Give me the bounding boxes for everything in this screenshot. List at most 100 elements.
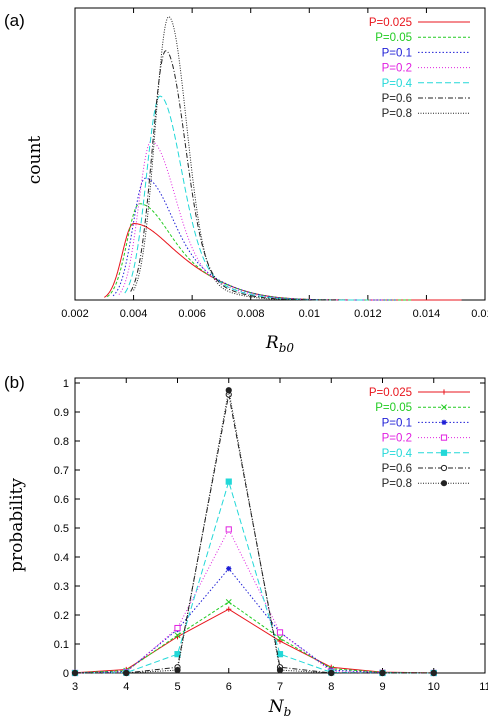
panel-b-data-point [174, 651, 181, 658]
panel-a-legend-label: P=0.8 [382, 108, 412, 120]
panel-b-series-line [74, 479, 434, 674]
panel-a-y-axis-label: count [25, 136, 45, 185]
panel-b-data-point [440, 449, 448, 456]
panel-a-x-tick-label: 0.004 [120, 308, 148, 320]
panel-b-series-line [75, 394, 434, 674]
panel-a-x-axis-label: Rb0 [265, 333, 294, 355]
panel-a-curves [104, 16, 462, 301]
panel-a: (a) 0.002 0.004 0.006 0.008 0.01 0.012 0.014 0.… [4, 7, 488, 355]
panel-b-x-axis-label: Nb [268, 697, 292, 719]
panel-b-data-point [441, 419, 447, 425]
panel-a-series-line [130, 50, 339, 301]
panel-b-data-point [225, 387, 232, 394]
panel-b-x-tick-label: 11 [479, 681, 488, 693]
panel-a-x-tick-label: 0.008 [237, 308, 265, 320]
panel-b-data-point [276, 667, 284, 674]
panel-b-data-point [174, 632, 181, 639]
panel-b-legend-label: P=0.05 [375, 402, 412, 414]
panel-a-legend-label: P=0.025 [369, 17, 412, 29]
panel-a-series-line [118, 140, 383, 301]
panel-a-legend-label: P=0.4 [382, 78, 413, 90]
panel-b-x-tick-label: 7 [277, 681, 283, 693]
panel-b-data-point [328, 669, 335, 677]
panel-b-legend-label: P=0.025 [369, 387, 412, 399]
panel-b: (b) 3 4 5 6 7 8 9 10 11 0 0.1 0.2 0.3 0.4 0.5 0.6 0.7 0.8… [4, 373, 488, 719]
panel-b-data-point [123, 669, 130, 677]
panel-b-x-tick-label: 10 [428, 681, 440, 693]
panel-b-data-point [276, 629, 284, 636]
panel-b-data-point [71, 669, 79, 677]
panel-b-y-tick-label: 0 [63, 668, 69, 680]
panel-b-y-tick-label: 0.9 [54, 407, 69, 419]
panel-b-y-tick-label: 0.8 [54, 436, 69, 448]
panel-b-y-tick-label: 0.2 [54, 610, 69, 622]
panel-b-x-axis-label-main: N [268, 697, 285, 717]
panel-b-series-line [74, 601, 434, 674]
panel-b-curves [71, 387, 437, 677]
panel-b-data-point [276, 651, 284, 658]
panel-a-x-tick-label: 0.002 [61, 308, 89, 320]
panel-b-series-line [75, 390, 434, 674]
panel-b-data-point [225, 478, 232, 485]
panel-a-label: (a) [4, 11, 25, 30]
panel-a-legend-label: P=0.1 [382, 47, 412, 59]
panel-a-plot-frame [74, 7, 486, 301]
panel-a-x-axis-label-main: R [265, 333, 279, 353]
panel-a-x-tick-label: 0.014 [413, 308, 441, 320]
panel-b-data-point [226, 606, 232, 612]
panel-b-y-tick-label: 0.6 [54, 494, 69, 506]
panel-b-data-point [441, 404, 447, 411]
panel-b-y-tick-label: 1 [63, 378, 69, 390]
panel-a-legend-label: P=0.2 [382, 63, 412, 75]
panel-b-legend-label: P=0.4 [382, 448, 413, 460]
panel-b-x-tick-label: 6 [226, 681, 232, 693]
panel-b-ticks: 3 4 5 6 7 8 9 10 11 0 0.1 0.2 0.3 0.4 0.5 0.6 0.7 0.8 0.9 1 [54, 378, 488, 693]
panel-a-series-line [106, 203, 412, 301]
panel-b-legend-label: P=0.6 [382, 463, 412, 475]
panel-b-data-point [379, 669, 386, 677]
panel-a-x-axis-label-sub: b0 [279, 341, 295, 355]
panel-b-x-tick-label: 4 [123, 681, 129, 693]
panel-b-x-axis-label-sub: b [284, 705, 292, 719]
panel-b-series-line [74, 608, 434, 674]
panel-b-legend: P=0.025 P=0.05 P=0.1 P=0.2 P=0.4 P=0.6 P=0.8 [369, 387, 470, 490]
panel-b-x-tick-label: 8 [328, 681, 334, 693]
panel-a-x-tick-label: 0.012 [354, 308, 382, 320]
panel-a-series-line [133, 16, 310, 301]
panel-b-data-point [277, 635, 283, 642]
panel-a-legend-label: P=0.05 [375, 32, 412, 44]
panel-b-data-point [441, 389, 447, 395]
panel-b-data-point [225, 598, 232, 605]
panel-b-x-tick-label: 3 [72, 681, 78, 693]
panel-b-y-tick-label: 0.7 [54, 465, 69, 477]
panel-b-series-line [74, 567, 434, 674]
panel-b-data-point [440, 480, 448, 487]
panel-b-x-tick-label: 9 [379, 681, 385, 693]
panel-a-series-line [104, 223, 462, 301]
panel-b-x-tick-label: 5 [174, 681, 180, 693]
panel-a-x-tick-label: 0.01 [299, 308, 320, 320]
panel-b-legend-label: P=0.2 [382, 433, 412, 445]
panel-b-data-point [440, 464, 448, 472]
panel-b-data-point [440, 434, 448, 441]
panel-b-data-point [430, 669, 437, 677]
panel-b-label: (b) [4, 373, 25, 392]
panel-a-series-line [124, 95, 368, 301]
panel-a-legend: P=0.025 P=0.05 P=0.1 P=0.2 P=0.4 P=0.6 P=0.8 [369, 17, 470, 120]
panel-b-y-axis-label: probability [7, 478, 27, 572]
panel-b-legend-label: P=0.1 [382, 417, 412, 429]
panel-a-x-tick-label: 0.016 [471, 308, 488, 320]
panel-b-data-point [277, 638, 283, 644]
panel-a-ticks: 0.002 0.004 0.006 0.008 0.01 0.012 0.014 0.016 [61, 8, 488, 320]
panel-b-data-point [174, 624, 181, 632]
panel-b-data-point [174, 667, 181, 674]
panel-b-data-point [226, 566, 232, 572]
panel-a-x-tick-label: 0.006 [178, 308, 206, 320]
panel-b-y-tick-label: 0.3 [54, 581, 69, 593]
panel-b-legend-label: P=0.8 [382, 478, 412, 490]
panel-a-legend-label: P=0.6 [382, 93, 412, 105]
panel-a-series-line [112, 177, 398, 301]
panel-b-y-tick-label: 0.1 [54, 639, 69, 651]
panel-b-data-point [225, 526, 232, 533]
